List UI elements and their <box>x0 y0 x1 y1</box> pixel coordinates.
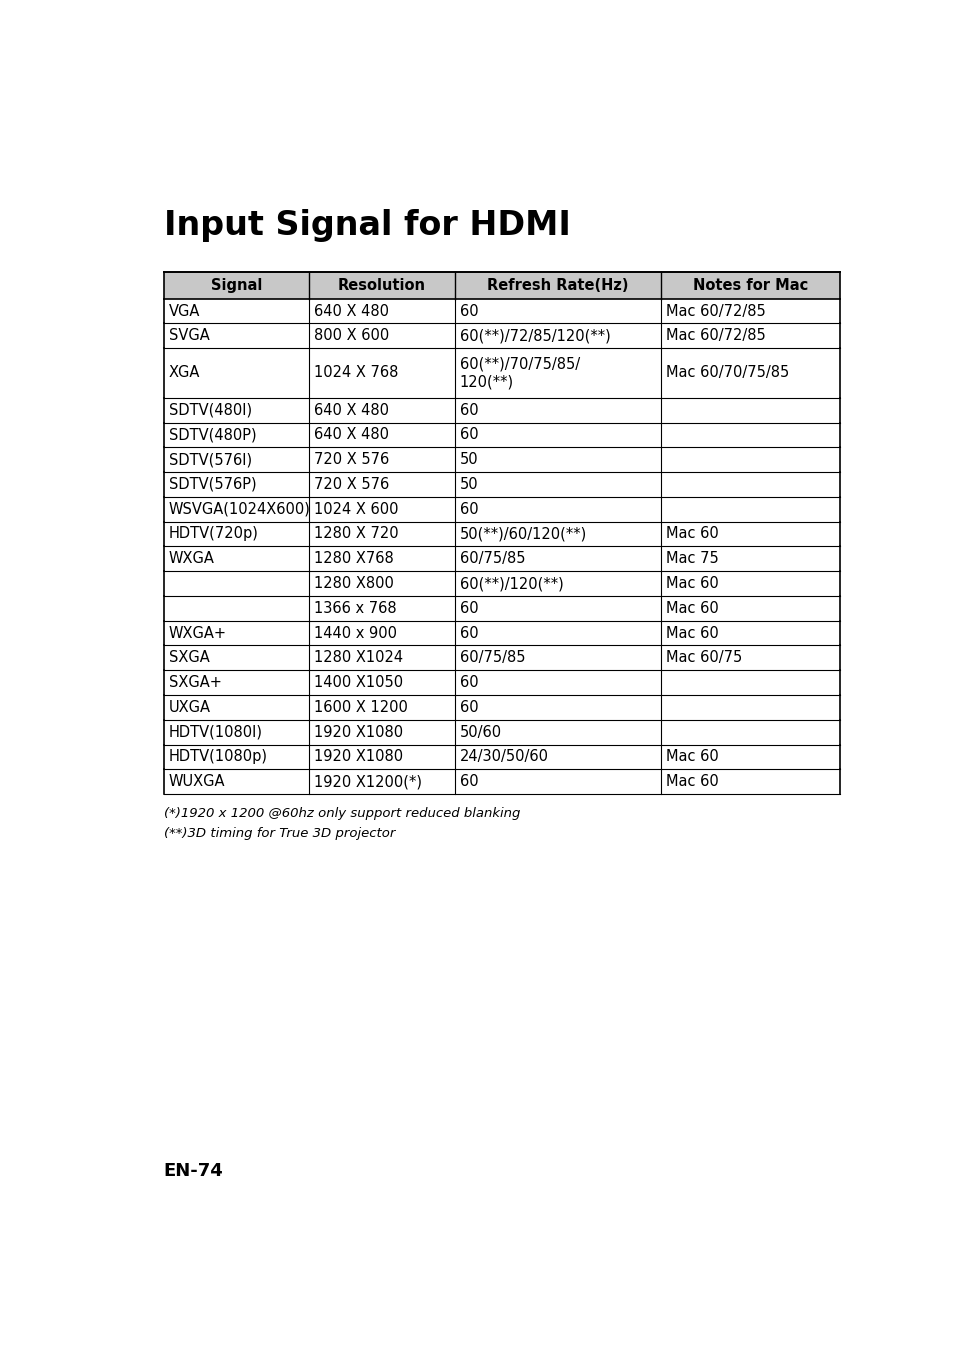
Text: Signal: Signal <box>211 277 262 292</box>
Text: 800 X 600: 800 X 600 <box>314 329 389 343</box>
Text: UXGA: UXGA <box>169 700 211 715</box>
Text: HDTV(1080I): HDTV(1080I) <box>169 725 262 740</box>
Text: Mac 60: Mac 60 <box>665 626 718 641</box>
Text: Refresh Rate(Hz): Refresh Rate(Hz) <box>486 277 628 292</box>
Text: Mac 75: Mac 75 <box>665 552 718 566</box>
Text: SVGA: SVGA <box>169 329 210 343</box>
Text: Input Signal for HDMI: Input Signal for HDMI <box>164 210 570 242</box>
Text: Notes for Mac: Notes for Mac <box>692 277 807 292</box>
Text: 1440 x 900: 1440 x 900 <box>314 626 396 641</box>
Text: 1280 X 720: 1280 X 720 <box>314 526 398 542</box>
Text: HDTV(720p): HDTV(720p) <box>169 526 258 542</box>
Text: 720 X 576: 720 X 576 <box>314 452 389 468</box>
Text: 60(**)/120(**): 60(**)/120(**) <box>459 576 563 591</box>
Text: 720 X 576: 720 X 576 <box>314 477 389 492</box>
Text: HDTV(1080p): HDTV(1080p) <box>169 749 268 764</box>
Text: (**)3D timing for True 3D projector: (**)3D timing for True 3D projector <box>164 827 395 841</box>
Text: Mac 60: Mac 60 <box>665 600 718 615</box>
Text: Mac 60/72/85: Mac 60/72/85 <box>665 329 765 343</box>
Text: 640 X 480: 640 X 480 <box>314 403 389 418</box>
Text: 50: 50 <box>459 477 477 492</box>
Text: 1024 X 768: 1024 X 768 <box>314 365 398 380</box>
Text: Mac 60/72/85: Mac 60/72/85 <box>665 303 765 319</box>
Text: 60/75/85: 60/75/85 <box>459 650 525 665</box>
Text: 60: 60 <box>459 600 477 615</box>
Text: VGA: VGA <box>169 303 200 319</box>
Text: Mac 60: Mac 60 <box>665 526 718 542</box>
Text: 24/30/50/60: 24/30/50/60 <box>459 749 548 764</box>
Text: 60: 60 <box>459 626 477 641</box>
Text: 60: 60 <box>459 427 477 442</box>
Text: Resolution: Resolution <box>337 277 425 292</box>
Text: EN-74: EN-74 <box>164 1163 223 1180</box>
Text: 50/60: 50/60 <box>459 725 501 740</box>
Text: 50(**)/60/120(**): 50(**)/60/120(**) <box>459 526 586 542</box>
Text: 1280 X800: 1280 X800 <box>314 576 394 591</box>
Text: 60: 60 <box>459 675 477 690</box>
Text: 60(**)/70/75/85/
120(**): 60(**)/70/75/85/ 120(**) <box>459 356 579 389</box>
Text: 1920 X1080: 1920 X1080 <box>314 749 403 764</box>
Text: 1024 X 600: 1024 X 600 <box>314 502 398 516</box>
Text: 640 X 480: 640 X 480 <box>314 303 389 319</box>
Text: Mac 60: Mac 60 <box>665 749 718 764</box>
Text: 1920 X1200(*): 1920 X1200(*) <box>314 775 422 790</box>
Text: Mac 60/75: Mac 60/75 <box>665 650 741 665</box>
Text: WXGA+: WXGA+ <box>169 626 227 641</box>
Text: SXGA: SXGA <box>169 650 210 665</box>
Text: SDTV(576I): SDTV(576I) <box>169 452 252 468</box>
Text: 60: 60 <box>459 303 477 319</box>
Text: 1400 X1050: 1400 X1050 <box>314 675 403 690</box>
Text: 1280 X768: 1280 X768 <box>314 552 394 566</box>
Text: SDTV(576P): SDTV(576P) <box>169 477 256 492</box>
Text: 1600 X 1200: 1600 X 1200 <box>314 700 408 715</box>
Text: XGA: XGA <box>169 365 200 380</box>
Text: 1920 X1080: 1920 X1080 <box>314 725 403 740</box>
Text: Mac 60: Mac 60 <box>665 775 718 790</box>
Text: 60: 60 <box>459 502 477 516</box>
Text: SXGA+: SXGA+ <box>169 675 221 690</box>
Text: Mac 60: Mac 60 <box>665 576 718 591</box>
Text: 1280 X1024: 1280 X1024 <box>314 650 403 665</box>
Text: 60(**)/72/85/120(**): 60(**)/72/85/120(**) <box>459 329 610 343</box>
Text: Mac 60/70/75/85: Mac 60/70/75/85 <box>665 365 788 380</box>
Text: 640 X 480: 640 X 480 <box>314 427 389 442</box>
Text: 60: 60 <box>459 775 477 790</box>
Text: 60: 60 <box>459 403 477 418</box>
Text: 60/75/85: 60/75/85 <box>459 552 525 566</box>
Text: 1366 x 768: 1366 x 768 <box>314 600 396 615</box>
Text: (*)1920 x 1200 @60hz only support reduced blanking: (*)1920 x 1200 @60hz only support reduce… <box>164 807 519 819</box>
Text: WXGA: WXGA <box>169 552 214 566</box>
Text: WSVGA(1024X600): WSVGA(1024X600) <box>169 502 311 516</box>
Text: WUXGA: WUXGA <box>169 775 225 790</box>
Bar <box>164 272 840 299</box>
Text: 60: 60 <box>459 700 477 715</box>
Text: SDTV(480I): SDTV(480I) <box>169 403 252 418</box>
Text: SDTV(480P): SDTV(480P) <box>169 427 256 442</box>
Text: 50: 50 <box>459 452 477 468</box>
